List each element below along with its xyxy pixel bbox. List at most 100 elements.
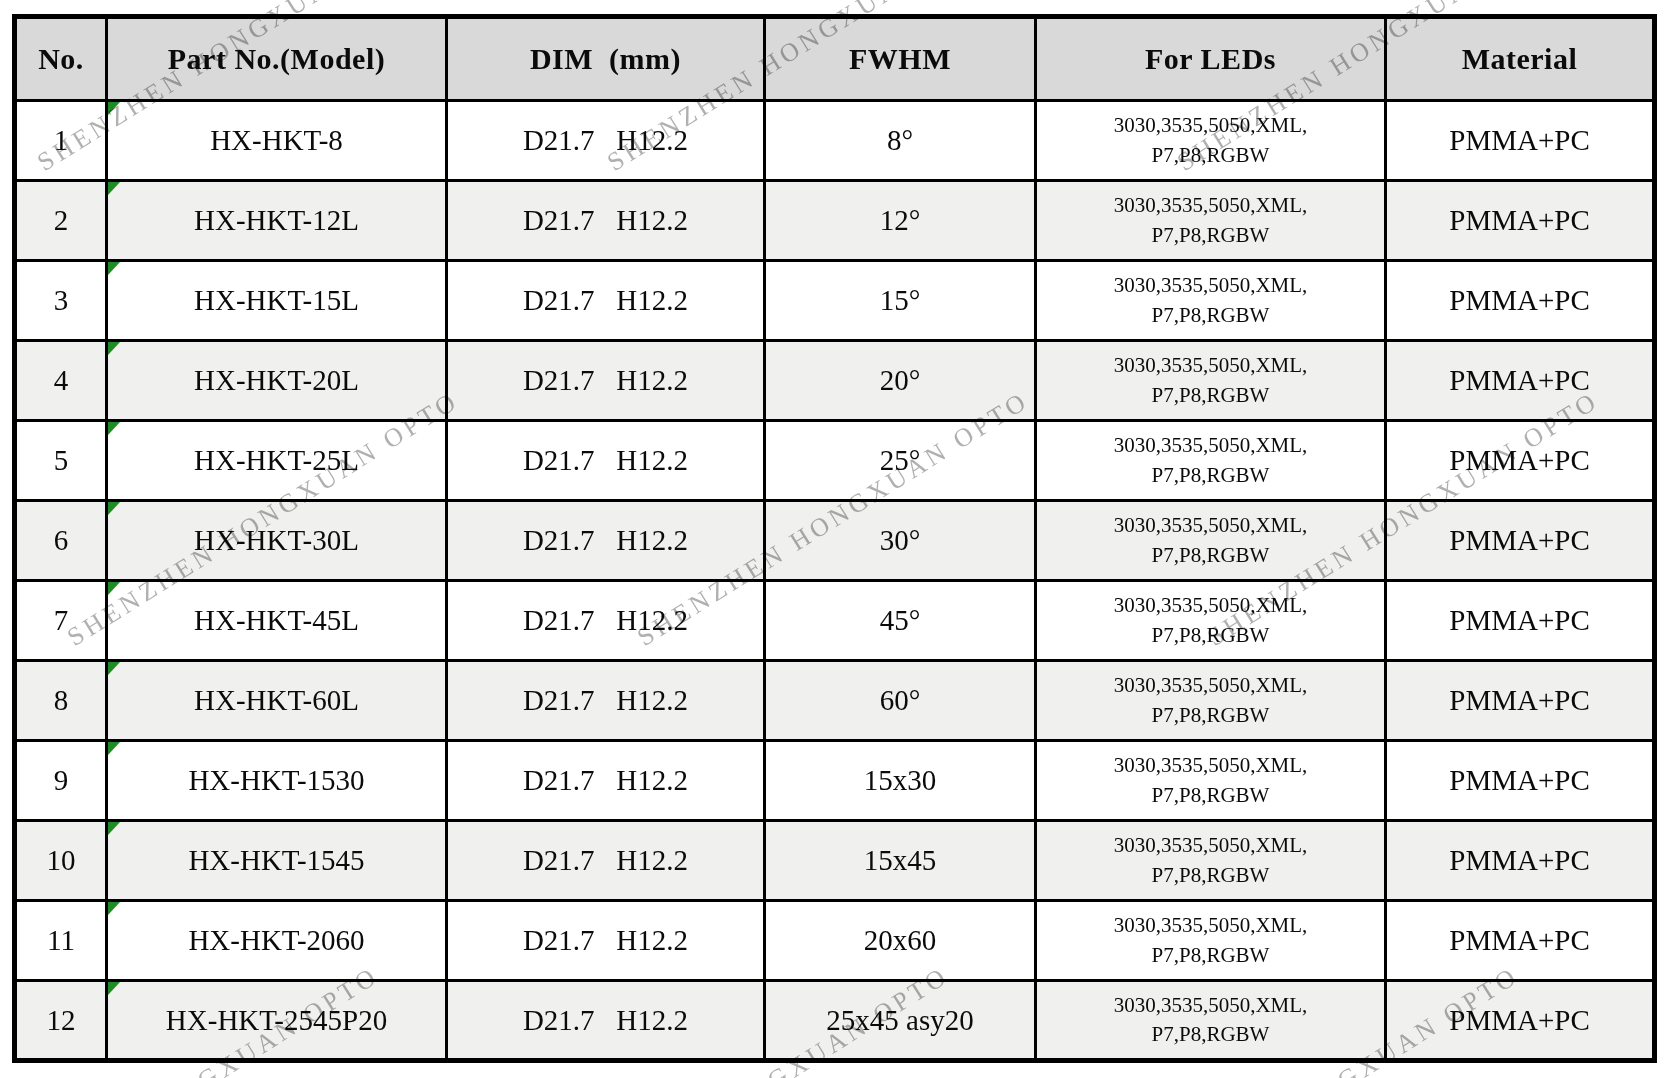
- part-number-text: HX-HKT-30L: [194, 524, 359, 556]
- cell-for-leds: 3030,3535,5050,XML, P7,P8,RGBW: [1036, 661, 1386, 741]
- page: No. Part No.(Model) DIM (mm) FWHM For LE…: [0, 0, 1664, 1078]
- cell-fwhm: 25x45 asy20: [765, 981, 1036, 1061]
- cell-part-number: HX-HKT-12L: [107, 181, 447, 261]
- cell-row-number: 9: [15, 741, 107, 821]
- cell-fwhm: 15x30: [765, 741, 1036, 821]
- cell-row-number: 12: [15, 981, 107, 1061]
- cell-fwhm: 8°: [765, 101, 1036, 181]
- cell-part-number: HX-HKT-2545P20: [107, 981, 447, 1061]
- cell-material: PMMA+PC: [1386, 901, 1655, 981]
- cell-row-number: 8: [15, 661, 107, 741]
- part-number-text: HX-HKT-25L: [194, 444, 359, 476]
- cell-dimensions: D21.7 H12.2: [447, 901, 765, 981]
- cell-dimensions: D21.7 H12.2: [447, 581, 765, 661]
- column-header-part-no: Part No.(Model): [107, 17, 447, 101]
- part-number-text: HX-HKT-2060: [188, 924, 364, 956]
- table-body: 1 HX-HKT-8 D21.7 H12.2 8° 3030,3535,5050…: [15, 101, 1655, 1061]
- cell-for-leds: 3030,3535,5050,XML, P7,P8,RGBW: [1036, 821, 1386, 901]
- cell-for-leds: 3030,3535,5050,XML, P7,P8,RGBW: [1036, 101, 1386, 181]
- cell-for-leds: 3030,3535,5050,XML, P7,P8,RGBW: [1036, 901, 1386, 981]
- part-number-text: HX-HKT-12L: [194, 204, 359, 236]
- cell-for-leds: 3030,3535,5050,XML, P7,P8,RGBW: [1036, 341, 1386, 421]
- part-number-text: HX-HKT-45L: [194, 604, 359, 636]
- cell-dimensions: D21.7 H12.2: [447, 341, 765, 421]
- cell-dimensions: D21.7 H12.2: [447, 981, 765, 1061]
- cell-row-number: 4: [15, 341, 107, 421]
- table-row: 6 HX-HKT-30L D21.7 H12.2 30° 3030,3535,5…: [15, 501, 1655, 581]
- cell-fwhm: 15°: [765, 261, 1036, 341]
- cell-corner-flag-icon: [108, 982, 120, 995]
- table-row: 1 HX-HKT-8 D21.7 H12.2 8° 3030,3535,5050…: [15, 101, 1655, 181]
- cell-dimensions: D21.7 H12.2: [447, 501, 765, 581]
- cell-for-leds: 3030,3535,5050,XML, P7,P8,RGBW: [1036, 261, 1386, 341]
- cell-corner-flag-icon: [108, 502, 120, 515]
- cell-part-number: HX-HKT-2060: [107, 901, 447, 981]
- cell-material: PMMA+PC: [1386, 261, 1655, 341]
- cell-corner-flag-icon: [108, 822, 120, 835]
- cell-material: PMMA+PC: [1386, 421, 1655, 501]
- cell-part-number: HX-HKT-8: [107, 101, 447, 181]
- cell-dimensions: D21.7 H12.2: [447, 181, 765, 261]
- cell-dimensions: D21.7 H12.2: [447, 261, 765, 341]
- cell-corner-flag-icon: [108, 342, 120, 355]
- part-number-text: HX-HKT-20L: [194, 364, 359, 396]
- cell-fwhm: 30°: [765, 501, 1036, 581]
- table-row: 2 HX-HKT-12L D21.7 H12.2 12° 3030,3535,5…: [15, 181, 1655, 261]
- cell-dimensions: D21.7 H12.2: [447, 101, 765, 181]
- cell-row-number: 7: [15, 581, 107, 661]
- cell-material: PMMA+PC: [1386, 101, 1655, 181]
- cell-corner-flag-icon: [108, 422, 120, 435]
- table-row: 9 HX-HKT-1530 D21.7 H12.2 15x30 3030,353…: [15, 741, 1655, 821]
- table-row: 5 HX-HKT-25L D21.7 H12.2 25° 3030,3535,5…: [15, 421, 1655, 501]
- cell-dimensions: D21.7 H12.2: [447, 821, 765, 901]
- cell-material: PMMA+PC: [1386, 741, 1655, 821]
- cell-fwhm: 20°: [765, 341, 1036, 421]
- cell-for-leds: 3030,3535,5050,XML, P7,P8,RGBW: [1036, 741, 1386, 821]
- table-row: 10 HX-HKT-1545 D21.7 H12.2 15x45 3030,35…: [15, 821, 1655, 901]
- cell-dimensions: D21.7 H12.2: [447, 741, 765, 821]
- column-header-no: No.: [15, 17, 107, 101]
- part-number-text: HX-HKT-60L: [194, 684, 359, 716]
- cell-part-number: HX-HKT-25L: [107, 421, 447, 501]
- part-number-text: HX-HKT-2545P20: [166, 1004, 387, 1036]
- table-row: 3 HX-HKT-15L D21.7 H12.2 15° 3030,3535,5…: [15, 261, 1655, 341]
- cell-for-leds: 3030,3535,5050,XML, P7,P8,RGBW: [1036, 581, 1386, 661]
- cell-row-number: 2: [15, 181, 107, 261]
- cell-for-leds: 3030,3535,5050,XML, P7,P8,RGBW: [1036, 501, 1386, 581]
- column-header-dim: DIM (mm): [447, 17, 765, 101]
- cell-part-number: HX-HKT-1545: [107, 821, 447, 901]
- cell-corner-flag-icon: [108, 262, 120, 275]
- column-header-for-leds: For LEDs: [1036, 17, 1386, 101]
- cell-row-number: 5: [15, 421, 107, 501]
- cell-material: PMMA+PC: [1386, 581, 1655, 661]
- cell-for-leds: 3030,3535,5050,XML, P7,P8,RGBW: [1036, 181, 1386, 261]
- cell-corner-flag-icon: [108, 582, 120, 595]
- cell-row-number: 11: [15, 901, 107, 981]
- cell-fwhm: 60°: [765, 661, 1036, 741]
- cell-corner-flag-icon: [108, 902, 120, 915]
- cell-part-number: HX-HKT-30L: [107, 501, 447, 581]
- cell-for-leds: 3030,3535,5050,XML, P7,P8,RGBW: [1036, 981, 1386, 1061]
- column-header-fwhm: FWHM: [765, 17, 1036, 101]
- cell-row-number: 1: [15, 101, 107, 181]
- table-row: 11 HX-HKT-2060 D21.7 H12.2 20x60 3030,35…: [15, 901, 1655, 981]
- part-number-text: HX-HKT-1530: [188, 764, 364, 796]
- table-row: 7 HX-HKT-45L D21.7 H12.2 45° 3030,3535,5…: [15, 581, 1655, 661]
- cell-corner-flag-icon: [108, 102, 120, 115]
- cell-row-number: 6: [15, 501, 107, 581]
- part-number-text: HX-HKT-1545: [188, 844, 364, 876]
- cell-part-number: HX-HKT-45L: [107, 581, 447, 661]
- cell-material: PMMA+PC: [1386, 661, 1655, 741]
- cell-dimensions: D21.7 H12.2: [447, 421, 765, 501]
- cell-material: PMMA+PC: [1386, 341, 1655, 421]
- table-row: 4 HX-HKT-20L D21.7 H12.2 20° 3030,3535,5…: [15, 341, 1655, 421]
- cell-part-number: HX-HKT-1530: [107, 741, 447, 821]
- cell-dimensions: D21.7 H12.2: [447, 661, 765, 741]
- cell-fwhm: 20x60: [765, 901, 1036, 981]
- column-header-material: Material: [1386, 17, 1655, 101]
- table-row: 8 HX-HKT-60L D21.7 H12.2 60° 3030,3535,5…: [15, 661, 1655, 741]
- cell-material: PMMA+PC: [1386, 821, 1655, 901]
- cell-row-number: 10: [15, 821, 107, 901]
- part-number-text: HX-HKT-8: [210, 124, 343, 156]
- table-row: 12 HX-HKT-2545P20 D21.7 H12.2 25x45 asy2…: [15, 981, 1655, 1061]
